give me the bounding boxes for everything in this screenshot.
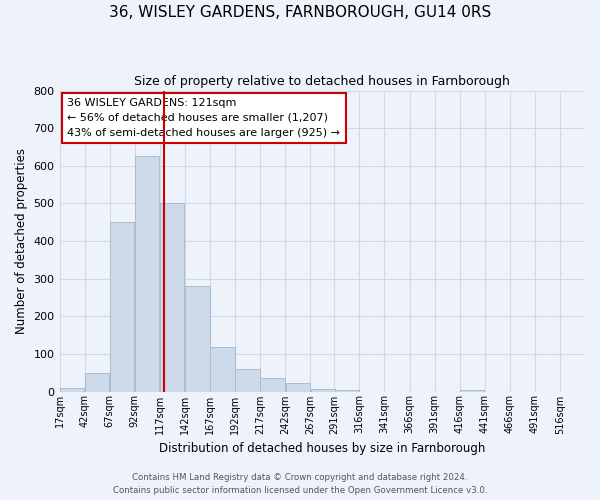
Text: 36 WISLEY GARDENS: 121sqm
← 56% of detached houses are smaller (1,207)
43% of se: 36 WISLEY GARDENS: 121sqm ← 56% of detac… xyxy=(67,98,340,138)
Y-axis label: Number of detached properties: Number of detached properties xyxy=(15,148,28,334)
Bar xyxy=(135,156,160,392)
Bar xyxy=(110,222,134,392)
Title: Size of property relative to detached houses in Farnborough: Size of property relative to detached ho… xyxy=(134,75,510,88)
Bar xyxy=(85,372,109,392)
Bar xyxy=(460,390,484,392)
Bar xyxy=(60,388,84,392)
Bar xyxy=(335,390,359,392)
Bar xyxy=(185,286,209,392)
Bar xyxy=(311,388,335,392)
Text: 36, WISLEY GARDENS, FARNBOROUGH, GU14 0RS: 36, WISLEY GARDENS, FARNBOROUGH, GU14 0R… xyxy=(109,5,491,20)
Bar xyxy=(211,347,235,392)
Bar xyxy=(286,383,310,392)
Text: Contains HM Land Registry data © Crown copyright and database right 2024.
Contai: Contains HM Land Registry data © Crown c… xyxy=(113,474,487,495)
Bar xyxy=(235,369,260,392)
Bar xyxy=(160,204,184,392)
X-axis label: Distribution of detached houses by size in Farnborough: Distribution of detached houses by size … xyxy=(159,442,485,455)
Bar xyxy=(260,378,285,392)
